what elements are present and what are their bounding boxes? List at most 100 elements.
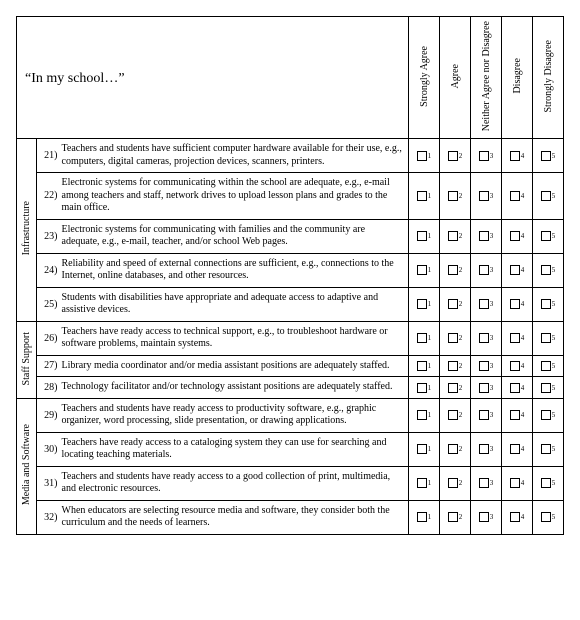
likert-option[interactable]: 3 xyxy=(471,398,502,432)
likert-option[interactable]: 4 xyxy=(502,355,533,377)
likert-option[interactable]: 5 xyxy=(533,432,564,466)
likert-option[interactable]: 5 xyxy=(533,287,564,321)
likert-option[interactable]: 5 xyxy=(533,219,564,253)
likert-option[interactable]: 2 xyxy=(440,173,471,220)
scale-label: Strongly Disagree xyxy=(543,40,554,113)
question-number: 23) xyxy=(37,219,60,253)
option-number: 5 xyxy=(552,334,556,342)
likert-option[interactable]: 1 xyxy=(409,219,440,253)
checkbox-icon xyxy=(448,383,458,393)
option-number: 1 xyxy=(428,411,432,419)
checkbox-icon xyxy=(510,231,520,241)
likert-option[interactable]: 4 xyxy=(502,253,533,287)
likert-option[interactable]: 4 xyxy=(502,321,533,355)
likert-option[interactable]: 2 xyxy=(440,466,471,500)
likert-option[interactable]: 5 xyxy=(533,253,564,287)
option-number: 2 xyxy=(459,411,463,419)
likert-option[interactable]: 1 xyxy=(409,377,440,399)
likert-option[interactable]: 3 xyxy=(471,253,502,287)
likert-option[interactable]: 1 xyxy=(409,173,440,220)
question-text: Teachers have ready access to technical … xyxy=(60,321,409,355)
checkbox-icon xyxy=(448,361,458,371)
likert-option[interactable]: 1 xyxy=(409,432,440,466)
likert-option[interactable]: 4 xyxy=(502,398,533,432)
likert-option[interactable]: 2 xyxy=(440,398,471,432)
checkbox-icon xyxy=(479,512,489,522)
likert-option[interactable]: 1 xyxy=(409,500,440,534)
likert-option[interactable]: 3 xyxy=(471,377,502,399)
likert-option[interactable]: 2 xyxy=(440,321,471,355)
likert-option[interactable]: 2 xyxy=(440,377,471,399)
checkbox-icon xyxy=(417,361,427,371)
checkbox-icon xyxy=(541,361,551,371)
likert-option[interactable]: 1 xyxy=(409,287,440,321)
likert-option[interactable]: 3 xyxy=(471,173,502,220)
likert-option[interactable]: 2 xyxy=(440,287,471,321)
likert-option[interactable]: 5 xyxy=(533,500,564,534)
likert-option[interactable]: 3 xyxy=(471,219,502,253)
option-number: 3 xyxy=(490,300,494,308)
likert-option[interactable]: 3 xyxy=(471,466,502,500)
likert-option[interactable]: 4 xyxy=(502,173,533,220)
option-number: 1 xyxy=(428,362,432,370)
question-number: 22) xyxy=(37,173,60,220)
question-number: 26) xyxy=(37,321,60,355)
likert-option[interactable]: 2 xyxy=(440,500,471,534)
checkbox-icon xyxy=(541,410,551,420)
likert-option[interactable]: 5 xyxy=(533,466,564,500)
likert-option[interactable]: 3 xyxy=(471,355,502,377)
likert-option[interactable]: 3 xyxy=(471,287,502,321)
checkbox-icon xyxy=(448,231,458,241)
checkbox-icon xyxy=(448,333,458,343)
likert-option[interactable]: 2 xyxy=(440,253,471,287)
likert-option[interactable]: 5 xyxy=(533,398,564,432)
checkbox-icon xyxy=(417,383,427,393)
likert-option[interactable]: 1 xyxy=(409,466,440,500)
likert-option[interactable]: 2 xyxy=(440,355,471,377)
checkbox-icon xyxy=(417,265,427,275)
option-number: 3 xyxy=(490,362,494,370)
likert-option[interactable]: 3 xyxy=(471,321,502,355)
question-row: Staff Support26)Teachers have ready acce… xyxy=(17,321,564,355)
checkbox-icon xyxy=(541,231,551,241)
checkbox-icon xyxy=(417,191,427,201)
likert-option[interactable]: 1 xyxy=(409,398,440,432)
likert-option[interactable]: 4 xyxy=(502,139,533,173)
likert-option[interactable]: 4 xyxy=(502,287,533,321)
question-row: 32)When educators are selecting resource… xyxy=(17,500,564,534)
likert-option[interactable]: 3 xyxy=(471,139,502,173)
likert-option[interactable]: 1 xyxy=(409,139,440,173)
likert-option[interactable]: 5 xyxy=(533,377,564,399)
likert-option[interactable]: 5 xyxy=(533,355,564,377)
option-number: 4 xyxy=(521,513,525,521)
likert-option[interactable]: 3 xyxy=(471,432,502,466)
option-number: 3 xyxy=(490,152,494,160)
checkbox-icon xyxy=(479,333,489,343)
likert-option[interactable]: 4 xyxy=(502,377,533,399)
likert-option[interactable]: 1 xyxy=(409,355,440,377)
likert-option[interactable]: 2 xyxy=(440,219,471,253)
question-text: Reliability and speed of external connec… xyxy=(60,253,409,287)
option-number: 3 xyxy=(490,266,494,274)
likert-option[interactable]: 5 xyxy=(533,173,564,220)
likert-option[interactable]: 5 xyxy=(533,321,564,355)
option-number: 5 xyxy=(552,152,556,160)
checkbox-icon xyxy=(417,478,427,488)
option-number: 4 xyxy=(521,411,525,419)
question-row: 24)Reliability and speed of external con… xyxy=(17,253,564,287)
likert-option[interactable]: 5 xyxy=(533,139,564,173)
option-number: 1 xyxy=(428,513,432,521)
question-number: 30) xyxy=(37,432,60,466)
likert-option[interactable]: 4 xyxy=(502,432,533,466)
likert-option[interactable]: 4 xyxy=(502,500,533,534)
likert-option[interactable]: 1 xyxy=(409,253,440,287)
likert-option[interactable]: 4 xyxy=(502,466,533,500)
likert-option[interactable]: 1 xyxy=(409,321,440,355)
option-number: 5 xyxy=(552,192,556,200)
likert-option[interactable]: 2 xyxy=(440,139,471,173)
scale-header: Agree xyxy=(440,17,471,139)
option-number: 3 xyxy=(490,445,494,453)
likert-option[interactable]: 3 xyxy=(471,500,502,534)
likert-option[interactable]: 4 xyxy=(502,219,533,253)
likert-option[interactable]: 2 xyxy=(440,432,471,466)
